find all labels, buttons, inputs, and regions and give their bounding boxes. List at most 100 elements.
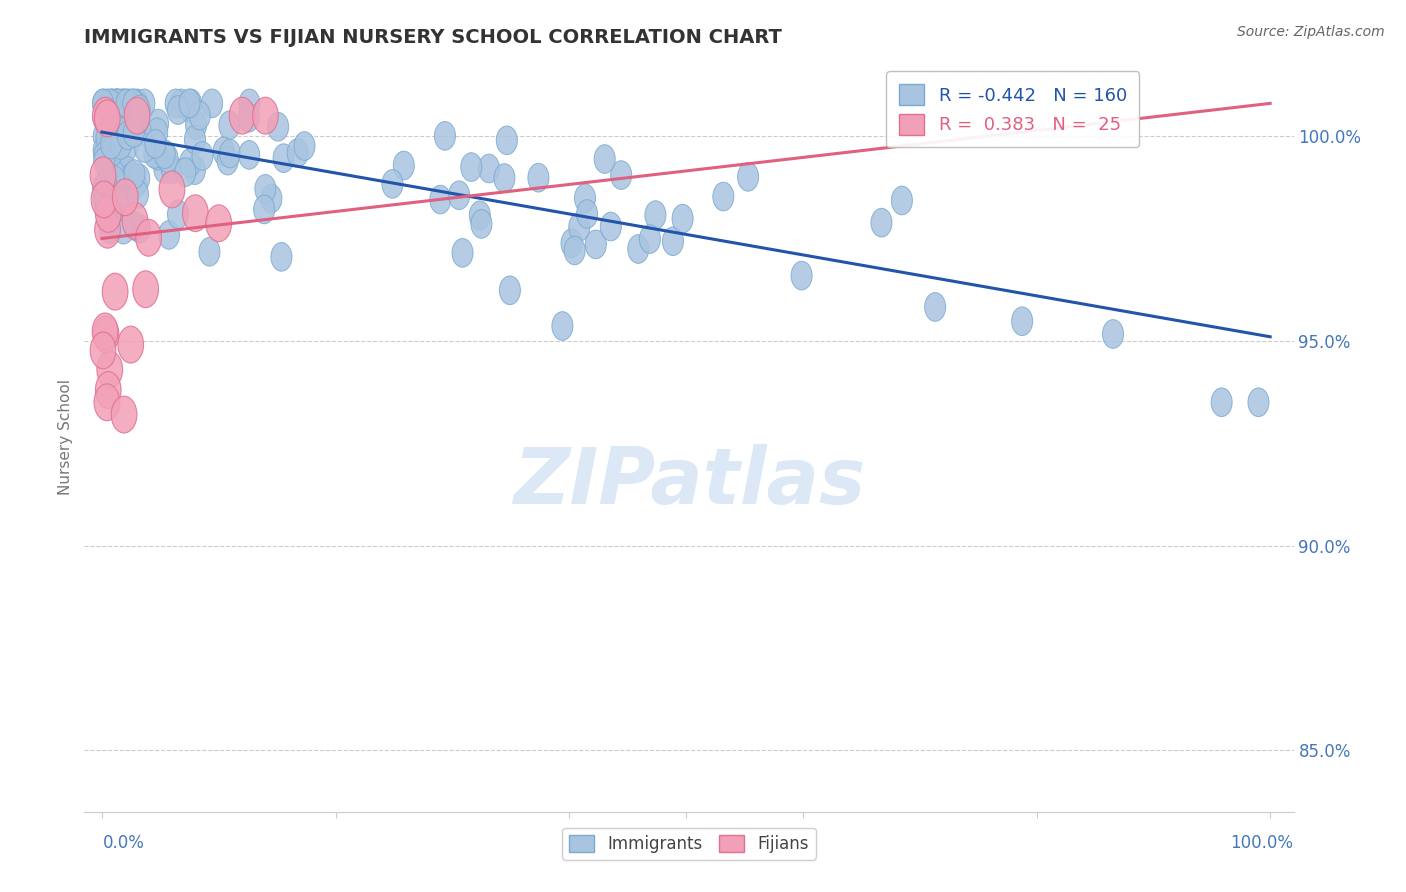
Ellipse shape — [108, 106, 129, 135]
Ellipse shape — [108, 111, 128, 139]
Ellipse shape — [219, 139, 240, 168]
Ellipse shape — [870, 209, 891, 237]
Ellipse shape — [128, 180, 149, 209]
Ellipse shape — [110, 161, 131, 190]
Ellipse shape — [100, 202, 121, 231]
Ellipse shape — [136, 219, 162, 256]
Ellipse shape — [103, 273, 128, 310]
Ellipse shape — [576, 200, 598, 228]
Ellipse shape — [112, 178, 138, 216]
Ellipse shape — [103, 196, 124, 225]
Ellipse shape — [167, 95, 188, 124]
Ellipse shape — [104, 185, 125, 214]
Ellipse shape — [94, 100, 120, 136]
Ellipse shape — [91, 181, 117, 218]
Ellipse shape — [108, 151, 128, 179]
Ellipse shape — [100, 99, 121, 128]
Ellipse shape — [184, 125, 205, 154]
Ellipse shape — [90, 332, 115, 369]
Ellipse shape — [107, 89, 128, 118]
Ellipse shape — [205, 205, 232, 242]
Ellipse shape — [103, 91, 124, 120]
Ellipse shape — [93, 89, 114, 118]
Ellipse shape — [219, 111, 240, 139]
Ellipse shape — [239, 89, 260, 118]
Ellipse shape — [128, 93, 149, 121]
Ellipse shape — [110, 130, 131, 160]
Ellipse shape — [132, 271, 159, 308]
Ellipse shape — [97, 153, 118, 182]
Ellipse shape — [96, 123, 117, 152]
Ellipse shape — [97, 351, 122, 388]
Ellipse shape — [162, 155, 183, 184]
Ellipse shape — [186, 111, 207, 139]
Ellipse shape — [93, 316, 120, 353]
Ellipse shape — [104, 127, 125, 155]
Ellipse shape — [561, 229, 582, 258]
Ellipse shape — [134, 89, 155, 118]
Ellipse shape — [165, 89, 186, 118]
Ellipse shape — [217, 146, 238, 175]
Ellipse shape — [214, 137, 235, 166]
Ellipse shape — [96, 195, 121, 232]
Ellipse shape — [792, 261, 813, 290]
Ellipse shape — [129, 95, 150, 124]
Ellipse shape — [738, 162, 759, 191]
Ellipse shape — [97, 132, 118, 161]
Ellipse shape — [98, 145, 120, 173]
Text: IMMIGRANTS VS FIJIAN NURSERY SCHOOL CORRELATION CHART: IMMIGRANTS VS FIJIAN NURSERY SCHOOL CORR… — [84, 28, 782, 47]
Ellipse shape — [449, 181, 470, 210]
Ellipse shape — [94, 147, 115, 176]
Text: 0.0%: 0.0% — [103, 834, 145, 852]
Ellipse shape — [124, 211, 145, 240]
Ellipse shape — [267, 112, 288, 141]
Ellipse shape — [179, 93, 200, 122]
Ellipse shape — [193, 142, 212, 170]
Ellipse shape — [94, 384, 120, 421]
Ellipse shape — [127, 89, 148, 118]
Legend: Immigrants, Fijians: Immigrants, Fijians — [562, 828, 815, 860]
Ellipse shape — [434, 121, 456, 150]
Ellipse shape — [135, 134, 156, 162]
Ellipse shape — [200, 237, 219, 266]
Ellipse shape — [239, 141, 260, 169]
Text: ZIPatlas: ZIPatlas — [513, 444, 865, 520]
Ellipse shape — [108, 120, 129, 149]
Ellipse shape — [190, 102, 211, 130]
Ellipse shape — [254, 175, 276, 203]
Ellipse shape — [569, 212, 589, 242]
Ellipse shape — [122, 89, 143, 118]
Ellipse shape — [112, 215, 134, 244]
Ellipse shape — [117, 132, 138, 161]
Ellipse shape — [155, 140, 176, 169]
Ellipse shape — [127, 109, 148, 137]
Ellipse shape — [382, 169, 404, 198]
Ellipse shape — [273, 144, 294, 172]
Ellipse shape — [1211, 388, 1232, 417]
Ellipse shape — [600, 212, 621, 241]
Ellipse shape — [499, 276, 520, 304]
Ellipse shape — [112, 183, 134, 211]
Ellipse shape — [98, 193, 120, 221]
Ellipse shape — [585, 230, 606, 259]
Ellipse shape — [105, 173, 127, 202]
Ellipse shape — [105, 95, 127, 125]
Ellipse shape — [527, 163, 548, 192]
Ellipse shape — [672, 204, 693, 233]
Ellipse shape — [103, 89, 124, 118]
Ellipse shape — [94, 142, 115, 170]
Ellipse shape — [93, 313, 118, 350]
Ellipse shape — [891, 186, 912, 215]
Ellipse shape — [122, 202, 148, 239]
Ellipse shape — [90, 157, 115, 194]
Ellipse shape — [124, 119, 145, 147]
Ellipse shape — [183, 194, 208, 232]
Ellipse shape — [640, 225, 661, 253]
Ellipse shape — [180, 89, 201, 118]
Ellipse shape — [146, 118, 167, 146]
Ellipse shape — [238, 103, 259, 132]
Ellipse shape — [94, 194, 115, 222]
Ellipse shape — [93, 122, 114, 151]
Ellipse shape — [167, 200, 188, 228]
Ellipse shape — [121, 163, 142, 192]
